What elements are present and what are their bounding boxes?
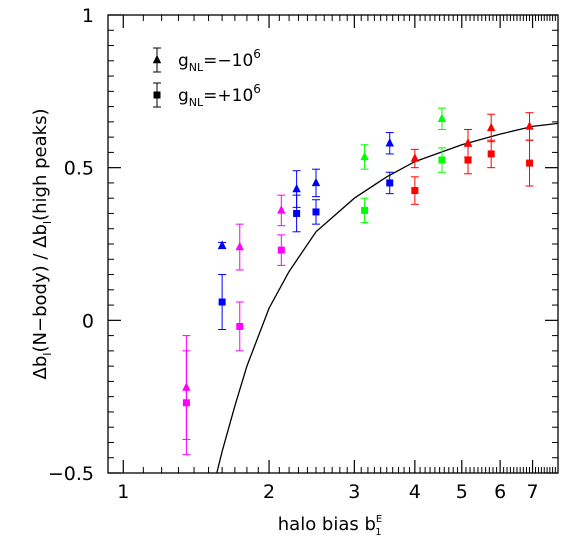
- x-tick-label: 4: [409, 481, 421, 503]
- legend-label-part: NL: [189, 61, 204, 74]
- minor-ticks: [108, 15, 559, 473]
- y-tick-label: −0.5: [48, 463, 94, 485]
- legend-triangle-marker: [152, 54, 162, 64]
- square-point: [182, 399, 190, 407]
- triangle-point: [385, 138, 394, 147]
- legend-label-part: =+10: [203, 86, 253, 106]
- y-tick-label: 0.5: [64, 158, 94, 180]
- square-point: [464, 156, 472, 164]
- x-tick-label: 5: [456, 481, 468, 503]
- square-point: [411, 187, 419, 195]
- y-tick-label: 1: [82, 5, 94, 27]
- square-point: [312, 208, 320, 216]
- triangle-point: [277, 205, 286, 214]
- triangle-point: [311, 177, 321, 187]
- triangle-point: [463, 138, 473, 147]
- square-point: [277, 246, 285, 254]
- square-point: [361, 206, 369, 214]
- triangle-point: [410, 153, 420, 162]
- legend-label-part: g: [178, 51, 189, 71]
- plot-frame: [107, 14, 559, 474]
- model-curve: [216, 122, 559, 474]
- square-point: [218, 298, 226, 306]
- legend-label-part: g: [178, 86, 189, 106]
- triangle-point: [292, 183, 301, 193]
- triangle-point: [235, 241, 244, 251]
- tick-labels: 1 2 3 4 5 6 7−0.500.51: [48, 5, 539, 503]
- x-tick-label: 7: [527, 481, 539, 503]
- y-tick-label: 0: [82, 310, 94, 332]
- x-tick-label: 6: [494, 481, 506, 503]
- triangle-point: [486, 122, 496, 132]
- triangle-point: [437, 113, 447, 123]
- model-curve-group: [216, 122, 559, 474]
- data-points: [182, 107, 534, 456]
- triangle-point: [525, 121, 534, 130]
- x-tick-label: 2: [263, 481, 275, 503]
- square-point: [526, 159, 534, 167]
- x-axis-title: halo bias bE 1: [278, 514, 382, 538]
- legend-label-part: NL: [189, 96, 204, 109]
- triangle-point: [360, 151, 369, 161]
- y-axis-title: ΔbI(N−body) / ΔbI(high peaks): [30, 109, 54, 380]
- x-tick-label: 1: [117, 481, 129, 503]
- legend-label: gNL=−106: [178, 47, 261, 74]
- legend-label: gNL=+106: [178, 82, 261, 109]
- x-tick-label: 3: [348, 481, 360, 503]
- legend-label-part: =−10: [203, 51, 253, 71]
- legend-label-part: 6: [253, 47, 261, 61]
- square-point: [236, 322, 244, 330]
- square-point: [386, 179, 394, 187]
- square-point: [293, 209, 301, 217]
- legend-square-marker: [153, 91, 161, 99]
- legend-label-part: 6: [253, 82, 261, 96]
- square-point: [438, 156, 446, 164]
- square-point: [487, 150, 495, 158]
- triangle-point: [217, 240, 227, 249]
- major-ticks: [108, 14, 558, 474]
